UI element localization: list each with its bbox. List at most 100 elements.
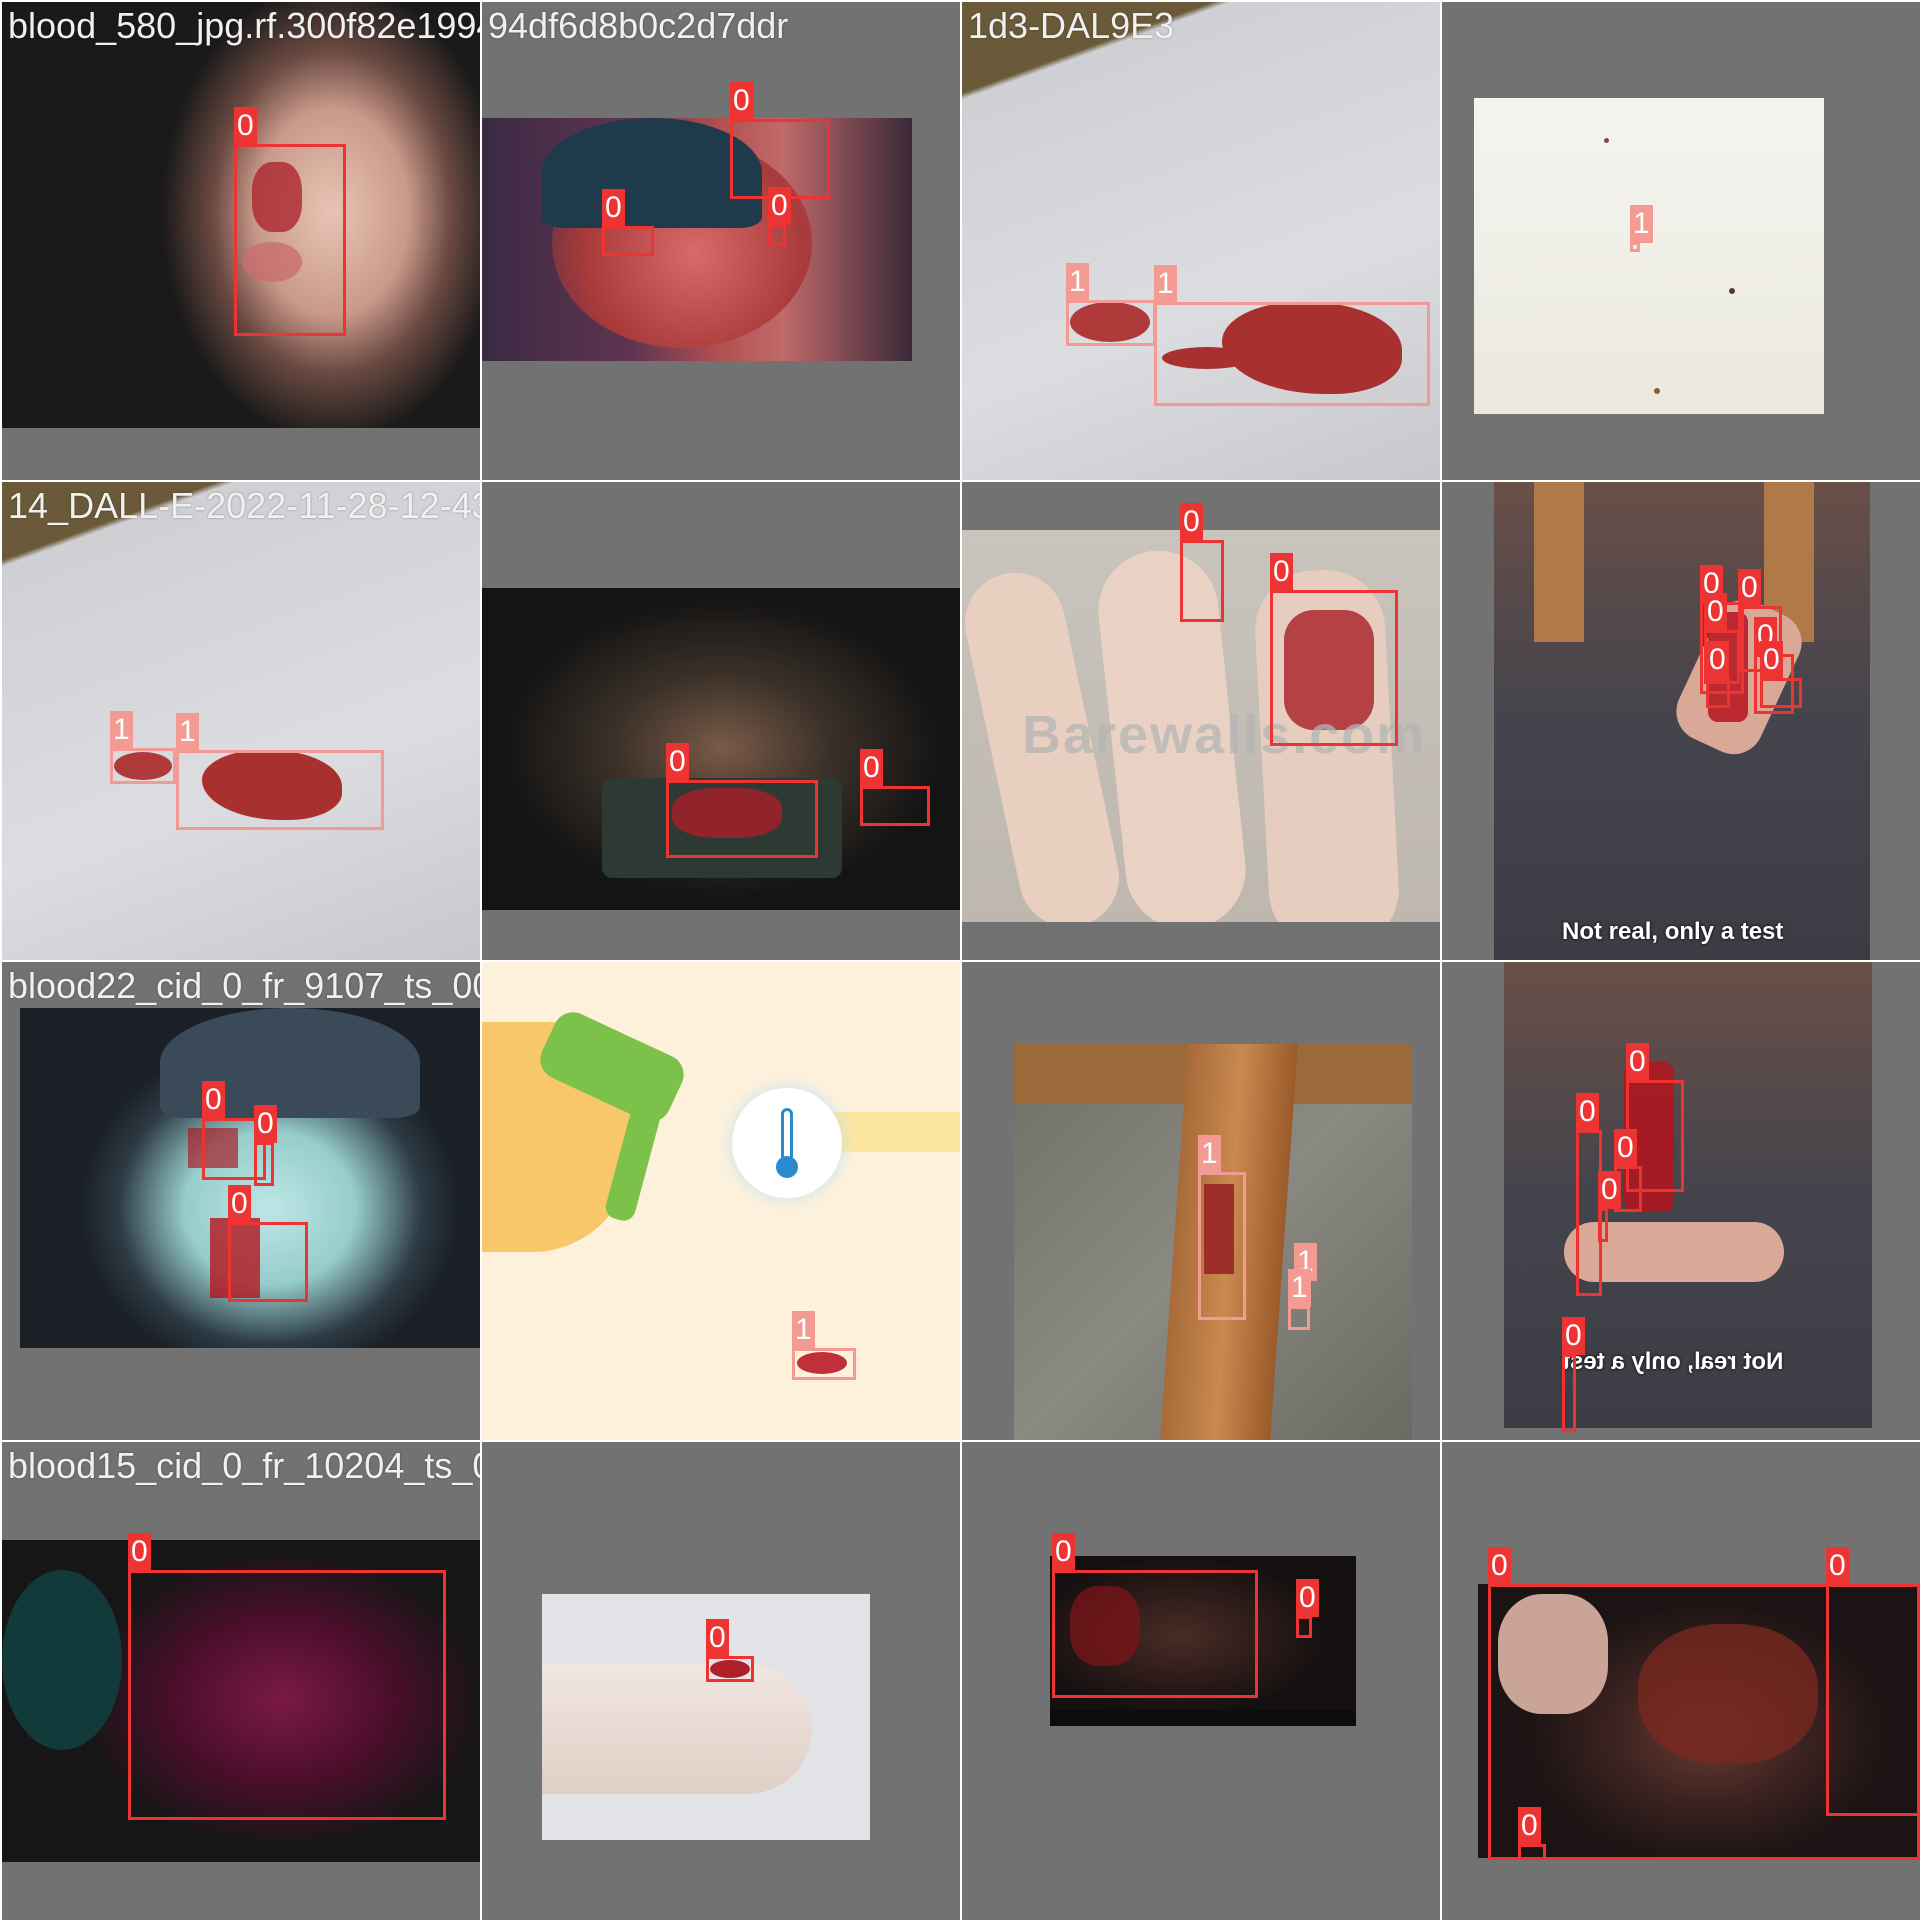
bounding-box: 0: [666, 743, 818, 858]
bounding-box: 0: [1052, 1533, 1258, 1698]
box-class-label: 0: [1180, 503, 1203, 541]
tile-image: [482, 118, 912, 361]
bounding-box: 0: [202, 1081, 266, 1180]
box-class-label: 0: [1562, 1317, 1585, 1355]
tile-image: [1494, 482, 1870, 960]
tile-11: 1 1 1: [962, 962, 1440, 1440]
box-class-label: 1: [1154, 265, 1177, 303]
bounding-box: 0: [706, 1619, 754, 1682]
tile-filename: 94df6d8b0c2d7ddr: [488, 5, 789, 46]
box-class-label: 0: [1706, 641, 1729, 679]
tile-14: 0: [482, 1442, 960, 1920]
box-class-label: 1: [1630, 205, 1653, 243]
tile-8: Not real, only a test 0 0 0 0 0 0: [1442, 482, 1920, 960]
tile-filename: 14_DALL-E-2022-11-28-12-43-08_24ng.rf.3c…: [8, 485, 480, 526]
tile-image: [962, 2, 1440, 480]
tile-filename: blood22_cid_0_fr_9107_ts_00-05-15-563_st…: [8, 965, 480, 1006]
bounding-box: 0: [1270, 553, 1398, 746]
tile-filename: blood_580_jpg.rf.300f82e1994b8130c267df_…: [8, 5, 480, 46]
tile-image: [2, 1540, 480, 1862]
box-class-label: 0: [706, 1619, 729, 1657]
box-class-label: 0: [1738, 569, 1761, 607]
bounding-box: 0: [1704, 593, 1740, 684]
box-class-label: 0: [1488, 1547, 1511, 1585]
box-class-label: 0: [602, 189, 625, 227]
bounding-box: 1: [1198, 1135, 1246, 1320]
box-class-label: 1: [1288, 1269, 1311, 1307]
video-caption: Not real, only a test: [1562, 918, 1784, 945]
tile-7: Barewalls.com 0 0: [962, 482, 1440, 960]
tile-2: 94df6d8b0c2d7ddr 0 0 0: [482, 2, 960, 480]
tile-3: 1d3-DAL9E3 1 1: [962, 2, 1440, 480]
box-class-label: 0: [860, 749, 883, 787]
tile-12: Not real, only a test 0 0 0 0 0: [1442, 962, 1920, 1440]
box-class-label: 1: [1066, 263, 1089, 301]
box-class-label: 0: [128, 1533, 151, 1571]
box-class-label: 1: [1198, 1135, 1221, 1173]
bounding-box: 0: [1706, 641, 1730, 708]
box-class-label: 0: [254, 1105, 277, 1143]
bounding-box: 0: [1518, 1807, 1546, 1860]
bounding-box: 0: [1180, 503, 1224, 622]
box-class-label: 0: [768, 187, 791, 225]
bounding-box: 0: [128, 1533, 446, 1820]
bounding-box: 0: [254, 1105, 277, 1186]
bounding-box: 1: [110, 711, 176, 784]
video-caption: Not real, only a test: [1562, 1348, 1784, 1375]
bounding-box: 0: [1826, 1547, 1920, 1816]
bounding-box: 0: [768, 187, 791, 246]
tile-10: 1: [482, 962, 960, 1440]
box-class-label: 1: [176, 713, 199, 751]
bounding-box: 1: [792, 1311, 856, 1380]
box-class-label: 0: [1826, 1547, 1849, 1585]
tile-5: 14_DALL-E-2022-11-28-12-43-08_24ng.rf.3c…: [2, 482, 480, 960]
tile-image: [1474, 98, 1824, 414]
box-class-label: 0: [202, 1081, 225, 1119]
bounding-box: 0: [1296, 1579, 1319, 1638]
box-class-label: 0: [1576, 1093, 1599, 1131]
bounding-box: 0: [234, 107, 346, 336]
box-class-label: 0: [1614, 1129, 1637, 1167]
tile-image: [2, 482, 480, 960]
box-class-label: 0: [234, 107, 257, 145]
box-class-label: 0: [1296, 1579, 1319, 1617]
tile-image: [1014, 1044, 1412, 1440]
box-class-label: 0: [1518, 1807, 1541, 1845]
bounding-box: 0: [1562, 1317, 1585, 1432]
tile-13: blood15_cid_0_fr_10204_ts_00-05-484133_j…: [2, 1442, 480, 1920]
box-class-label: 1: [110, 711, 133, 749]
box-class-label: 0: [1760, 641, 1783, 679]
tile-image: [962, 530, 1440, 922]
tile-image: [482, 588, 960, 910]
bounding-box: 1: [1288, 1269, 1311, 1330]
bounding-box: 1: [1154, 265, 1430, 406]
tile-9: blood22_cid_0_fr_9107_ts_00-05-15-563_st…: [2, 962, 480, 1440]
tile-6: 0 0: [482, 482, 960, 960]
box-class-label: 0: [1052, 1533, 1075, 1571]
tile-filename: 1d3-DAL9E3: [968, 5, 1175, 46]
bounding-box: 0: [1598, 1171, 1621, 1242]
box-class-label: 0: [1626, 1043, 1649, 1081]
bounding-box: 1: [1066, 263, 1156, 346]
box-class-label: 0: [1704, 593, 1727, 631]
box-class-label: 0: [228, 1185, 251, 1223]
tile-4: 1: [1442, 2, 1920, 480]
bounding-box: 0: [228, 1185, 308, 1302]
box-class-label: 0: [730, 82, 753, 120]
tile-image: [482, 962, 960, 1440]
tile-image: [542, 1594, 870, 1840]
tile-filename: blood15_cid_0_fr_10204_ts_00-05-484133_j…: [8, 1445, 480, 1486]
tile-16: 0 0 0: [1442, 1442, 1920, 1920]
bounding-box: 0: [602, 189, 654, 256]
box-class-label: 1: [792, 1311, 815, 1349]
bounding-box: 0: [1760, 641, 1802, 708]
thermometer-icon: [732, 1088, 842, 1198]
box-class-label: 0: [666, 743, 689, 781]
bounding-box: 0: [860, 749, 930, 826]
watermark: Barewalls.com: [1022, 705, 1427, 765]
bounding-box: 1: [176, 713, 384, 830]
bounding-box: 1: [1630, 205, 1653, 252]
tile-15: 0 0: [962, 1442, 1440, 1920]
tile-1: blood_580_jpg.rf.300f82e1994b8130c267df_…: [2, 2, 480, 480]
